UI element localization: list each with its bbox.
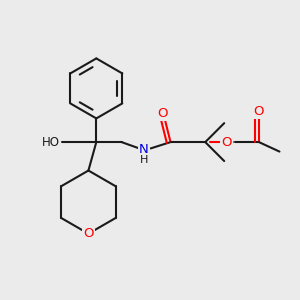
Text: O: O bbox=[158, 106, 168, 120]
Text: HO: HO bbox=[41, 136, 59, 148]
Text: O: O bbox=[253, 105, 264, 118]
Text: O: O bbox=[221, 136, 232, 148]
Text: O: O bbox=[83, 227, 94, 240]
Text: H: H bbox=[140, 155, 148, 165]
Text: N: N bbox=[139, 143, 148, 157]
